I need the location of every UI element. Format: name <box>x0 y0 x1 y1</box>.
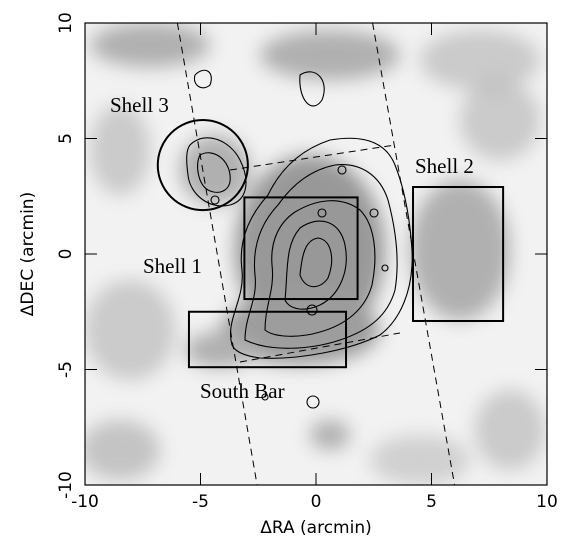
regions <box>156 23 505 485</box>
x-tick-label: -5 <box>192 492 209 512</box>
image-background <box>85 23 547 485</box>
x-tick-label: -10 <box>71 492 99 512</box>
y-tick-label: -5 <box>56 361 76 378</box>
region-box <box>412 186 505 322</box>
ticks: -10 -5 0 5 10 -10 -5 0 5 10 <box>56 12 558 512</box>
region-label: South Bar <box>200 379 285 403</box>
y-tick-label: 0 <box>56 249 76 260</box>
x-tick-label: 10 <box>536 492 558 512</box>
region-label: Shell 3 <box>110 93 169 117</box>
region-circle <box>156 119 249 212</box>
region-label: Shell 2 <box>415 154 474 178</box>
region-box <box>243 196 359 301</box>
y-tick-label: 10 <box>56 12 76 34</box>
dashed-line <box>176 23 258 485</box>
x-tick-label: 5 <box>426 492 437 512</box>
x-tick-label: 0 <box>311 492 322 512</box>
y-tick-label: -10 <box>56 471 76 499</box>
region-label: Shell 1 <box>143 254 202 278</box>
slit-edges <box>229 144 401 363</box>
x-axis-label: ΔRA (arcmin) <box>260 518 372 538</box>
region-box <box>187 310 348 369</box>
y-axis-label: ΔDEC (arcmin) <box>18 192 38 316</box>
contours <box>186 69 413 409</box>
y-tick-label: 5 <box>56 133 76 144</box>
